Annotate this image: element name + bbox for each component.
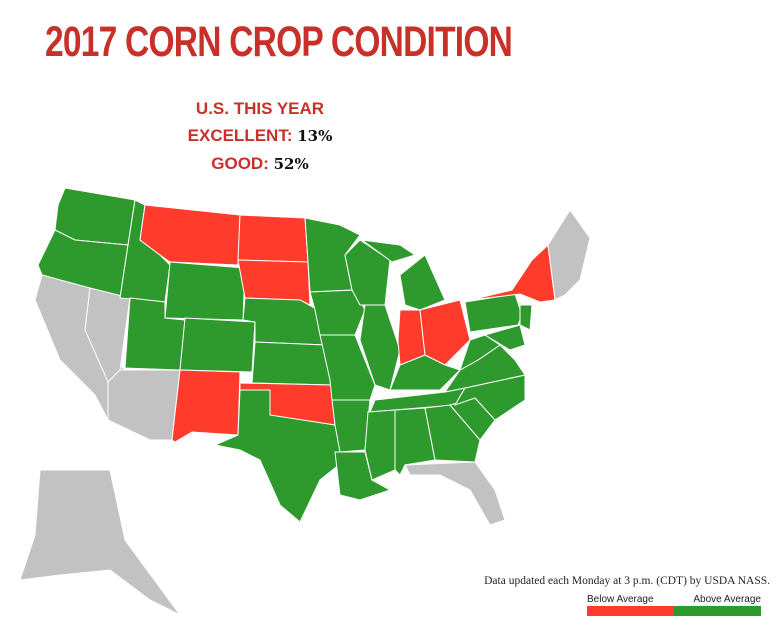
excellent-label: EXCELLENT:: [187, 126, 293, 145]
state-nm[interactable]: [171, 369, 241, 443]
state-mi[interactable]: [399, 254, 446, 311]
state-tx[interactable]: [213, 389, 346, 523]
legend-below-label: Below Average: [587, 594, 654, 605]
state-ne[interactable]: [242, 297, 326, 346]
summary-heading: U.S. THIS YEAR: [195, 99, 325, 118]
state-mi-up[interactable]: [361, 239, 417, 263]
state-nd[interactable]: [237, 214, 309, 263]
state-ny[interactable]: [469, 243, 556, 303]
state-co[interactable]: [179, 317, 256, 373]
state-fl[interactable]: [404, 461, 506, 526]
legend-above-label: Above Average: [693, 594, 761, 605]
excellent-value: 13%: [297, 127, 333, 145]
state-ak[interactable]: [19, 469, 181, 616]
update-note: Data updated each Monday at 3 p.m. (CDT)…: [484, 575, 770, 587]
legend: Below Average Above Average: [587, 594, 761, 616]
state-ne-region[interactable]: [547, 209, 591, 301]
state-ks[interactable]: [251, 341, 333, 386]
us-summary: U.S. THIS YEAR EXCELLENT: 13% GOOD: 52%: [160, 95, 360, 178]
page-title: 2017 CORN CROP CONDITION: [45, 18, 513, 66]
state-oh[interactable]: [419, 299, 471, 366]
state-nj[interactable]: [519, 304, 533, 331]
state-ms[interactable]: [364, 409, 396, 481]
state-wy[interactable]: [164, 261, 246, 321]
legend-below-swatch: [587, 606, 674, 616]
state-ga[interactable]: [424, 404, 481, 463]
state-ar[interactable]: [331, 399, 371, 453]
state-md[interactable]: [483, 324, 526, 351]
good-label: GOOD:: [211, 154, 269, 173]
state-ky[interactable]: [389, 354, 461, 391]
good-value: 52%: [273, 155, 309, 173]
state-az[interactable]: [107, 369, 181, 441]
legend-above-swatch: [674, 606, 761, 616]
